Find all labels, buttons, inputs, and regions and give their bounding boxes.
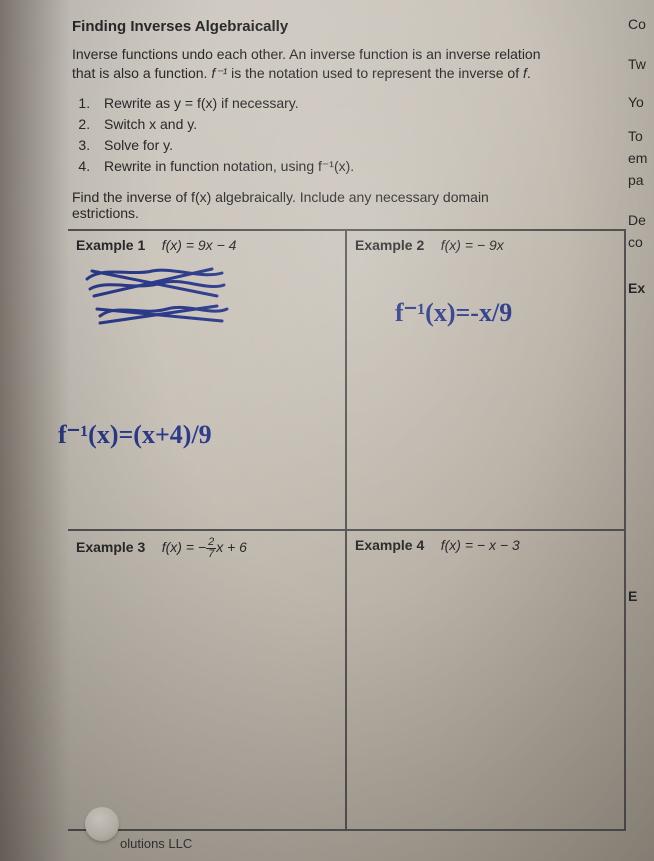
example-4-label: Example 4 <box>355 537 424 553</box>
prompt-text: Find the inverse of f(x) algebraically. … <box>72 189 654 221</box>
frac-num: 2 <box>206 537 216 549</box>
example-4-cell: Example 4 f(x) = − x − 3 <box>347 531 626 831</box>
example-3-cell: Example 3 f(x) = −27x + 6 <box>68 531 347 831</box>
example-3-label: Example 3 <box>76 539 145 555</box>
example-2-cell: Example 2 f(x) = − 9x f⁻¹(x)=-x/9 <box>347 231 626 531</box>
side-frag: em <box>628 150 654 166</box>
example-3-func-pre: f(x) = − <box>162 539 206 555</box>
prompt-line2: estrictions. <box>72 205 139 221</box>
example-1-function: f(x) = 9x − 4 <box>162 237 237 253</box>
example-3-fraction: 27 <box>206 537 216 560</box>
step-4: Rewrite in function notation, using f⁻¹(… <box>94 156 654 177</box>
footer-text: olutions LLC <box>120 836 192 851</box>
worksheet-page: Finding Inverses Algebraically Inverse f… <box>0 0 654 831</box>
step-1: Rewrite as y = f(x) if necessary. <box>94 93 654 114</box>
examples-grid: Example 1 f(x) = 9x − 4 f⁻¹(x)=(x+4)/9 E… <box>68 229 626 831</box>
side-frag: Ex <box>628 280 654 296</box>
side-column-fragments: Co Tw Yo To em pa De co Ex E <box>628 16 654 846</box>
side-frag: Co <box>628 16 654 32</box>
side-frag: To <box>628 128 654 144</box>
side-frag: E <box>628 588 654 604</box>
intro-line2c: . <box>527 65 531 81</box>
side-frag: co <box>628 234 654 250</box>
example-2-label: Example 2 <box>355 237 424 253</box>
example-1-answer: f⁻¹(x)=(x+4)/9 <box>58 421 212 450</box>
steps-list: Rewrite as y = f(x) if necessary. Switch… <box>94 93 654 177</box>
example-2-answer: f⁻¹(x)=-x/9 <box>395 299 512 328</box>
intro-line1: Inverse functions undo each other. An in… <box>72 46 541 62</box>
example-2-function: f(x) = − 9x <box>441 237 504 253</box>
example-1-label: Example 1 <box>76 237 145 253</box>
binder-hole-icon <box>85 807 119 841</box>
page-title: Finding Inverses Algebraically <box>72 18 654 35</box>
intro-math1: f⁻¹ <box>211 65 227 81</box>
frac-den: 7 <box>206 549 216 560</box>
intro-line2b: is the notation used to represent the in… <box>227 65 523 81</box>
side-frag: Tw <box>628 56 654 72</box>
intro-line2a: that is also a function. <box>72 65 211 81</box>
side-frag: De <box>628 212 654 228</box>
example-3-function: f(x) = −27x + 6 <box>162 539 247 555</box>
example-3-func-post: x + 6 <box>216 539 247 555</box>
prompt-line1: Find the inverse of f(x) algebraically. … <box>72 189 489 205</box>
example-1-cell: Example 1 f(x) = 9x − 4 f⁻¹(x)=(x+4)/9 <box>68 231 347 531</box>
intro-text: Inverse functions undo each other. An in… <box>72 45 654 83</box>
step-3: Solve for y. <box>94 135 654 156</box>
example-4-function: f(x) = − x − 3 <box>441 537 520 553</box>
side-frag: Yo <box>628 94 654 110</box>
side-frag: pa <box>628 172 654 188</box>
scratch-work-icon <box>82 261 232 341</box>
step-2: Switch x and y. <box>94 114 654 135</box>
